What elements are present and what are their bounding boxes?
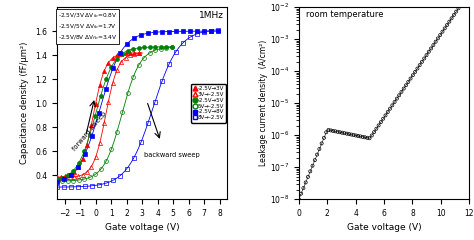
Point (384, 110, 392, 114)
Y-axis label: Capacitance density (fF/μm²): Capacitance density (fF/μm²) (20, 42, 29, 164)
Point (359, 135, 366, 139)
Point (432, 40, 439, 44)
Point (325, 128, 332, 132)
Point (393, 97, 401, 101)
Point (389, 103, 396, 107)
Point (336, 130, 344, 134)
Point (420, 57, 428, 60)
Point (295, 197, 302, 201)
Point (391, 100, 398, 104)
Point (355, 134, 362, 138)
Point (370, 130, 378, 134)
Point (448, 16, 456, 20)
Text: room temperature: room temperature (306, 10, 383, 19)
Point (411, 70, 419, 74)
Point (441, 26, 448, 30)
Point (343, 132, 350, 136)
Point (450, 13, 458, 17)
Text: 1MHz: 1MHz (199, 11, 224, 20)
Point (307, 169, 314, 173)
Point (338, 131, 346, 135)
Point (425, 50, 433, 54)
Point (400, 87, 408, 90)
Point (452, 10, 460, 13)
Text: forward sweep: forward sweep (72, 111, 108, 152)
Point (302, 180, 310, 184)
Point (327, 128, 335, 132)
Point (347, 133, 355, 137)
Point (416, 63, 423, 67)
Text: -2.5V/3V ΔV$_{fb}$=0.8V
-2.5V/5V ΔV$_{fb}$=1.7V
-2.5V/8V ΔV$_{fb}$=3.4V: -2.5V/3V ΔV$_{fb}$=0.8V -2.5V/5V ΔV$_{fb… (58, 11, 117, 42)
Point (311, 158, 319, 162)
Point (366, 136, 374, 140)
Point (316, 147, 323, 151)
Point (382, 114, 389, 117)
Point (418, 60, 426, 64)
Point (320, 136, 328, 140)
Point (443, 23, 451, 27)
Point (341, 131, 348, 135)
Point (322, 130, 330, 134)
Point (423, 53, 430, 57)
Point (304, 175, 312, 179)
Text: backward sweep: backward sweep (144, 152, 200, 158)
Point (437, 33, 444, 37)
Point (318, 142, 326, 145)
Y-axis label: Leakage current density  (A/cm²): Leakage current density (A/cm²) (259, 40, 268, 166)
Point (402, 83, 410, 87)
Point (379, 117, 387, 121)
Point (300, 186, 307, 190)
Point (309, 164, 316, 168)
Point (356, 134, 364, 138)
Point (364, 136, 371, 140)
Point (395, 93, 403, 97)
Point (409, 73, 417, 77)
Point (361, 135, 369, 139)
Point (377, 120, 385, 124)
Point (313, 153, 321, 156)
Point (429, 43, 437, 47)
Point (457, 3, 465, 7)
Point (455, 6, 462, 10)
Point (407, 77, 414, 80)
Point (459, 0, 467, 4)
Point (331, 129, 339, 133)
Point (404, 80, 412, 84)
X-axis label: Gate voltage (V): Gate voltage (V) (347, 223, 421, 233)
Point (297, 192, 305, 196)
Point (334, 130, 341, 134)
Legend: -2.5V→3V, 3V→-2.5V, -2.5V→5V, 5V→-2.5V, -2.5V→8V, 8V→-2.5V: -2.5V→3V, 3V→-2.5V, -2.5V→5V, 5V→-2.5V, … (191, 84, 226, 122)
Point (434, 36, 442, 40)
Point (398, 90, 405, 94)
Point (386, 107, 394, 111)
X-axis label: Gate voltage (V): Gate voltage (V) (105, 223, 179, 233)
Point (375, 124, 383, 127)
Point (373, 127, 380, 131)
Point (446, 20, 453, 24)
Point (350, 133, 357, 137)
Point (352, 133, 360, 137)
Point (414, 66, 421, 70)
Point (345, 132, 353, 136)
Point (368, 133, 375, 137)
Point (329, 129, 337, 133)
Point (427, 47, 435, 50)
Point (438, 30, 446, 34)
